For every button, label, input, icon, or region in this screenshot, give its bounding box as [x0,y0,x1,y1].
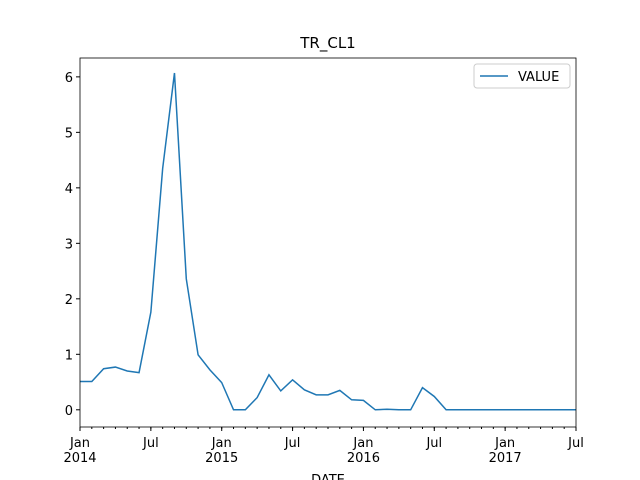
x-tick-label-line: Jan [211,436,232,451]
x-tick-label-line: 2016 [347,451,380,466]
x-tick-label: Jan 2016 [347,436,380,466]
x-tick-label: Jan 2015 [205,436,238,466]
x-tick-label-line: Jul [425,436,442,451]
x-tick-label-line: Jul [567,436,584,451]
x-tick-label-line: Jan [69,436,90,451]
y-tick-label: 0 [65,404,73,419]
x-tick-label: Jul [567,436,584,451]
x-tick-label: Jul [284,436,301,451]
x-tick-label-line: Jan [494,436,515,451]
x-tick-label-line: 2014 [63,451,96,466]
x-tick-label: Jul [142,436,159,451]
x-tick-label: Jul [425,436,442,451]
x-tick-label-line: Jul [142,436,159,451]
y-tick-label: 3 [65,237,73,252]
x-tick-label-line: Jan [352,436,373,451]
x-tick-label-line: 2017 [489,451,522,466]
x-tick-label: Jan 2017 [489,436,522,466]
y-tick-label: 6 [65,71,73,86]
line [80,72,576,411]
chart-title: TR_CL1 [299,34,355,53]
x-tick-label-line: Jul [284,436,301,451]
x-tick-label: Jan 2014 [63,436,96,466]
x-tick-label-line: 2015 [205,451,238,466]
y-tick-label: 5 [65,126,73,141]
y-tick-label: 1 [65,348,73,363]
legend-label: VALUE [518,70,559,85]
legend-box [473,63,571,89]
y-tick-label: 2 [65,293,73,308]
y-tick-label: 4 [65,182,73,197]
x-axis-label: DATE [311,473,345,480]
plot-frame [79,57,577,428]
